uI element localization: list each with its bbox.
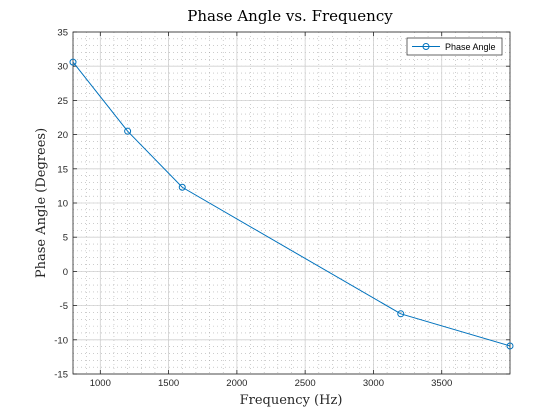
series-layer [69, 58, 514, 350]
y-tick-label: 10 [57, 199, 68, 210]
x-axis-ticks: 1000 1500 2000 2500 3000 3500 [90, 32, 452, 389]
series-line [72, 61, 511, 347]
y-tick-label: 15 [57, 164, 68, 175]
x-axis-label: Frequency (Hz) [240, 393, 343, 408]
x-tick-label: 2000 [226, 378, 247, 389]
y-tick-label: -10 [54, 335, 68, 346]
legend-box [406, 37, 503, 56]
data-point-marker [124, 127, 132, 135]
y-tick-label: 35 [57, 28, 68, 39]
x-tick-label: 2500 [295, 378, 316, 389]
y-tick-label: -5 [60, 301, 68, 312]
y-tick-label: 30 [57, 62, 68, 73]
legend-marker-swatch [422, 43, 430, 50]
x-tick-label: 1500 [158, 378, 179, 389]
x-tick-label: 1000 [90, 378, 111, 389]
y-tick-label: 20 [57, 130, 68, 141]
data-point-marker [69, 58, 77, 66]
legend-entry-label: Phase Angle [445, 42, 496, 52]
y-tick-label: 5 [63, 233, 68, 244]
y-axis-ticks: -15 -10 -5 0 5 10 15 20 25 30 35 [54, 28, 510, 381]
legend: Phase Angle [406, 37, 503, 56]
y-tick-label: 0 [63, 267, 68, 278]
y-axis-label: Phase Angle (Degrees) [34, 128, 49, 278]
x-tick-label: 3000 [363, 378, 384, 389]
data-point-marker [506, 342, 514, 350]
data-point-marker [397, 310, 405, 318]
chart-title: Phase Angle vs. Frequency [187, 7, 393, 25]
y-tick-label: 25 [57, 96, 68, 107]
data-point-marker [178, 183, 186, 191]
x-tick-label: 3500 [431, 378, 452, 389]
y-tick-label: -15 [54, 370, 68, 381]
